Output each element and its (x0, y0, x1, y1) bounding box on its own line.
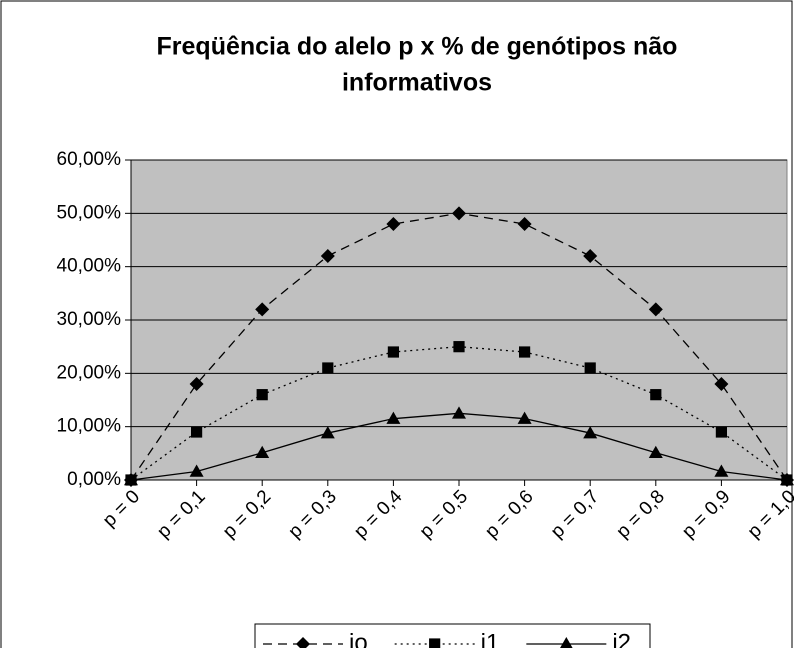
marker (452, 406, 466, 419)
marker (387, 346, 399, 358)
marker (322, 362, 334, 374)
marker (320, 426, 335, 439)
marker (124, 473, 138, 486)
marker (517, 217, 532, 231)
marker (429, 638, 441, 648)
y-tick-label: 40,00% (57, 256, 122, 277)
marker (648, 445, 663, 459)
marker (320, 249, 335, 263)
marker (255, 445, 270, 459)
marker (584, 362, 596, 374)
marker (256, 389, 268, 401)
marker (517, 411, 532, 424)
y-tick-label: 0,00% (67, 469, 121, 490)
marker (452, 206, 466, 221)
marker (189, 377, 204, 391)
marker (780, 473, 794, 486)
y-tick-label: 50,00% (57, 202, 122, 223)
marker (714, 464, 729, 477)
marker (648, 302, 663, 317)
marker (386, 411, 401, 424)
marker (189, 464, 204, 477)
legend-label: i1 (481, 629, 500, 648)
marker (583, 426, 598, 439)
marker (296, 637, 310, 648)
marker (715, 426, 727, 438)
marker (650, 389, 662, 401)
y-tick-label: 20,00% (57, 362, 122, 383)
marker (560, 637, 573, 648)
legend-label: i2 (612, 629, 631, 648)
marker (583, 249, 598, 263)
marker (386, 217, 401, 231)
y-tick-label: 10,00% (57, 416, 122, 437)
marker (714, 377, 729, 391)
chart-title: Freqüência do alelo p x % de genótipos n… (157, 33, 678, 61)
y-tick-label: 30,00% (57, 309, 122, 330)
marker (519, 346, 531, 358)
marker (191, 426, 203, 438)
marker (255, 302, 270, 317)
marker (453, 341, 465, 353)
y-tick-label: 60,00% (57, 149, 122, 170)
chart-title: informativos (342, 69, 492, 97)
legend-label: io (349, 629, 368, 648)
